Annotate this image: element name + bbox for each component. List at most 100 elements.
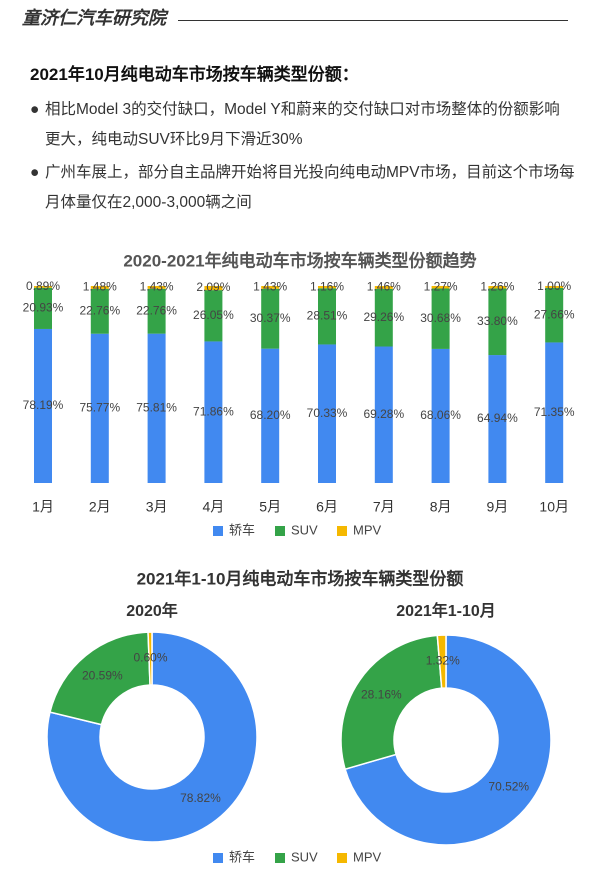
bar-segment	[34, 287, 52, 329]
data-label: 30.68%	[420, 311, 461, 325]
bar-segment	[488, 288, 507, 356]
data-label: 75.81%	[136, 400, 177, 414]
data-label: 33.80%	[477, 314, 518, 328]
data-label: 0.89%	[26, 279, 60, 293]
x-tick-label: 8月	[430, 499, 452, 515]
bar-segment	[318, 286, 336, 289]
data-label: 1.00%	[537, 279, 571, 293]
bullet-item: ● 相比Model 3的交付缺口，Model Y和蔚来的交付缺口对市场整体的份额影…	[30, 95, 575, 155]
data-label: 78.82%	[180, 791, 221, 805]
data-label: 68.06%	[420, 408, 461, 422]
legend-swatch	[213, 526, 223, 536]
bar-segment	[204, 290, 223, 342]
bar-segment	[488, 286, 507, 289]
header-rule	[178, 20, 568, 21]
x-tick-label: 10月	[539, 499, 569, 515]
bar-segment	[90, 288, 109, 334]
data-label: 71.35%	[534, 405, 575, 419]
bar-segment	[318, 288, 336, 345]
data-label: 29.26%	[363, 310, 404, 324]
donut-title: 2020年	[126, 601, 178, 620]
data-label: 20.93%	[23, 301, 64, 315]
data-label: 1.43%	[253, 280, 287, 294]
bar-segment	[488, 355, 507, 483]
chart-title: 2021年1-10月纯电动车市场按车辆类型份额	[137, 568, 464, 588]
data-label: 64.94%	[477, 411, 518, 425]
brand: 童济仁汽车研究院	[22, 8, 166, 28]
bar-segment	[431, 285, 450, 289]
bar-segment	[34, 328, 52, 483]
bar-segment	[90, 285, 109, 289]
data-label: 1.26%	[480, 279, 514, 293]
legend-swatch	[275, 853, 285, 863]
bullet-item: ● 广州车展上，部分自主品牌开始将目光投向纯电动MPV市场，目前这个市场每月体量仅…	[30, 158, 575, 218]
donut-segment	[340, 634, 443, 771]
data-label: 26.05%	[193, 308, 234, 322]
legend-label: MPV	[353, 849, 382, 864]
heading: 2021年10月纯电动车市场按车辆类型份额：	[30, 65, 359, 84]
bar-segment	[34, 285, 52, 288]
legend-label: SUV	[291, 522, 318, 537]
bar-segment	[545, 285, 564, 288]
data-label: 68.20%	[250, 408, 291, 422]
chart-title: 2020-2021年纯电动车市场按车辆类型份额趋势	[123, 250, 476, 270]
x-tick-label: 9月	[487, 499, 509, 515]
data-label: 1.16%	[310, 279, 344, 293]
bar-segment	[374, 286, 393, 289]
legend-label: 轿车	[229, 522, 255, 537]
bar-segment	[431, 288, 450, 349]
data-label: 1.48%	[83, 280, 117, 294]
donut-title: 2021年1-10月	[396, 601, 496, 620]
bar-segment	[147, 286, 166, 289]
legend-swatch	[275, 526, 285, 536]
bar-segment	[374, 288, 393, 347]
data-label: 1.27%	[424, 279, 458, 293]
x-tick-label: 2月	[89, 499, 111, 515]
bar-segment	[204, 341, 223, 483]
data-label: 30.37%	[250, 311, 291, 325]
x-tick-label: 3月	[146, 499, 168, 515]
bar-segment	[261, 288, 280, 349]
data-label: 28.16%	[361, 688, 402, 702]
data-label: 22.76%	[136, 303, 177, 317]
legend-label: SUV	[291, 849, 318, 864]
bar-segment	[90, 333, 109, 483]
x-tick-label: 7月	[373, 499, 395, 515]
legend-label: MPV	[353, 522, 382, 537]
legend-swatch	[337, 526, 347, 536]
data-label: 75.77%	[79, 401, 120, 415]
legend-label: 轿车	[229, 849, 255, 864]
bar-segment	[374, 346, 393, 483]
x-tick-label: 4月	[203, 499, 225, 515]
data-label: 78.19%	[23, 398, 64, 412]
x-tick-label: 5月	[259, 499, 281, 515]
data-label: 69.28%	[363, 407, 404, 421]
bar-segment	[204, 286, 223, 291]
data-label: 70.52%	[488, 779, 529, 793]
bar-segment	[147, 288, 166, 334]
bar-segment	[147, 333, 166, 483]
bullet-text: 广州车展上，部分自主品牌开始将目光投向纯电动MPV市场，目前这个市场每月体量仅在…	[45, 164, 575, 211]
data-label: 0.60%	[134, 651, 168, 665]
data-label: 20.59%	[82, 668, 123, 682]
donut-segment	[436, 634, 447, 689]
data-label: 1.32%	[426, 654, 460, 668]
legend-swatch	[337, 853, 347, 863]
donut-segment	[46, 631, 258, 843]
data-label: 1.43%	[140, 280, 174, 294]
bullet-text: 相比Model 3的交付缺口，Model Y和蔚来的交付缺口对市场整体的份额影响…	[45, 101, 560, 148]
bar-segment	[261, 348, 280, 483]
donut-segment	[344, 634, 552, 846]
bar-segment	[545, 287, 564, 343]
data-label: 22.76%	[79, 303, 120, 317]
bar-segment	[261, 286, 280, 289]
data-label: 28.51%	[307, 309, 348, 323]
bar-segment	[318, 344, 336, 483]
x-tick-label: 1月	[32, 499, 54, 515]
data-label: 70.33%	[307, 406, 348, 420]
bar-segment	[431, 348, 450, 483]
data-label: 27.66%	[534, 307, 575, 321]
x-tick-label: 6月	[316, 499, 338, 515]
